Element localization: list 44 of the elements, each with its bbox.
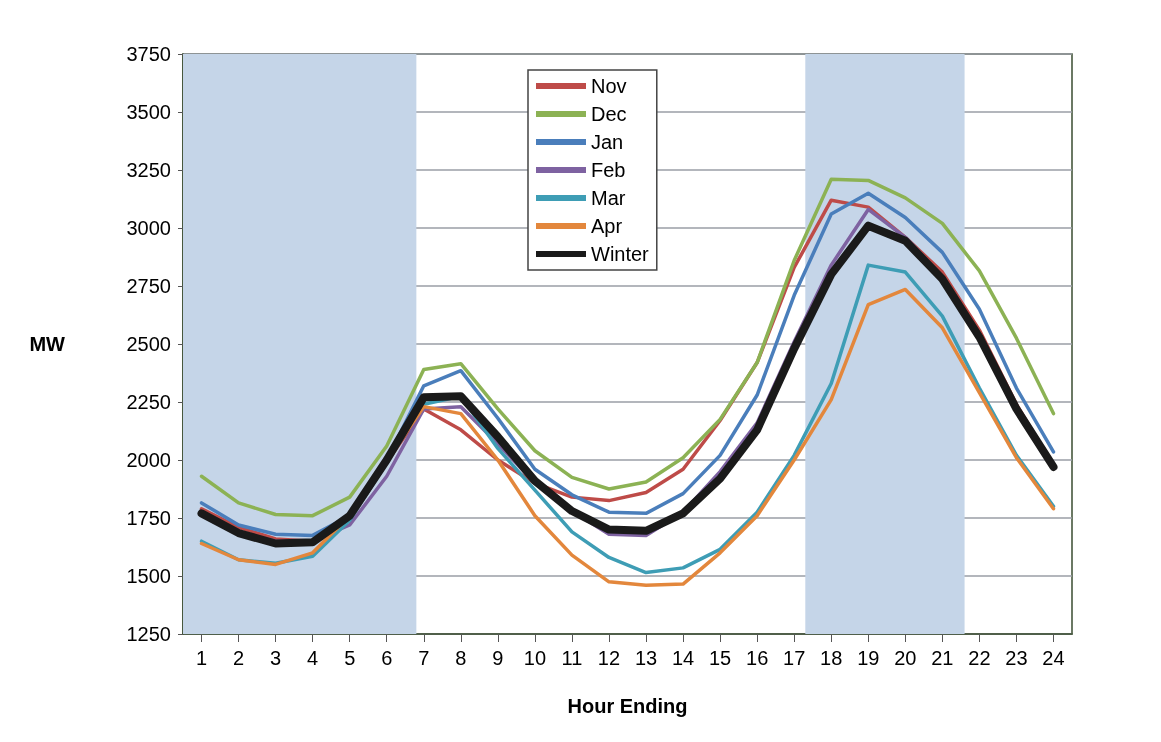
y-axis-title: MW [29,333,66,355]
x-tick-label: 7 [418,647,430,669]
x-tick-label: 5 [344,647,356,669]
y-tick-label: 1750 [126,507,171,529]
x-tick-label: 4 [307,647,319,669]
x-tick-label: 19 [857,647,880,669]
y-tick-label: 3250 [126,159,171,181]
x-tick-label: 8 [455,647,467,669]
legend-label: Winter [591,243,650,265]
y-tick-label: 3750 [126,43,171,65]
y-tick-label: 1250 [126,623,171,645]
x-tick-label: 21 [931,647,954,669]
x-tick-label: 16 [746,647,769,669]
x-tick-label: 13 [634,647,658,669]
legend-label: Apr [591,215,623,237]
x-tick-label: 11 [561,647,583,669]
legend-label: Mar [591,187,626,209]
y-tick-label: 2500 [126,333,171,355]
y-tick-label: 3500 [126,101,171,123]
x-tick-label: 24 [1042,647,1065,669]
legend-label: Jan [591,131,624,153]
y-tick-label: 2750 [126,275,171,297]
x-tick-label: 9 [492,647,504,669]
x-tick-label: 6 [381,647,393,669]
x-tick-label: 20 [894,647,917,669]
x-tick-label: 18 [820,647,843,669]
x-tick-label: 12 [597,647,621,669]
legend-label: Nov [591,75,627,97]
x-tick-label: 10 [523,647,547,669]
x-axis-title: Hour Ending [567,695,688,717]
x-tick-label: 2 [233,647,245,669]
y-tick-label: 2250 [126,391,171,413]
x-tick-label: 22 [968,647,991,669]
x-tick-label: 3 [270,647,282,669]
y-tick-label: 2000 [126,449,171,471]
x-tick-label: 1 [195,647,208,669]
legend-label: Feb [591,159,626,181]
x-tick-label: 15 [708,647,732,669]
x-tick-label: 14 [671,647,695,669]
x-tick-label: 17 [783,647,806,669]
y-tick-label: 3000 [126,217,171,239]
y-tick-label: 1500 [126,565,171,587]
legend-label: Dec [591,103,627,125]
x-tick-label: 23 [1005,647,1028,669]
